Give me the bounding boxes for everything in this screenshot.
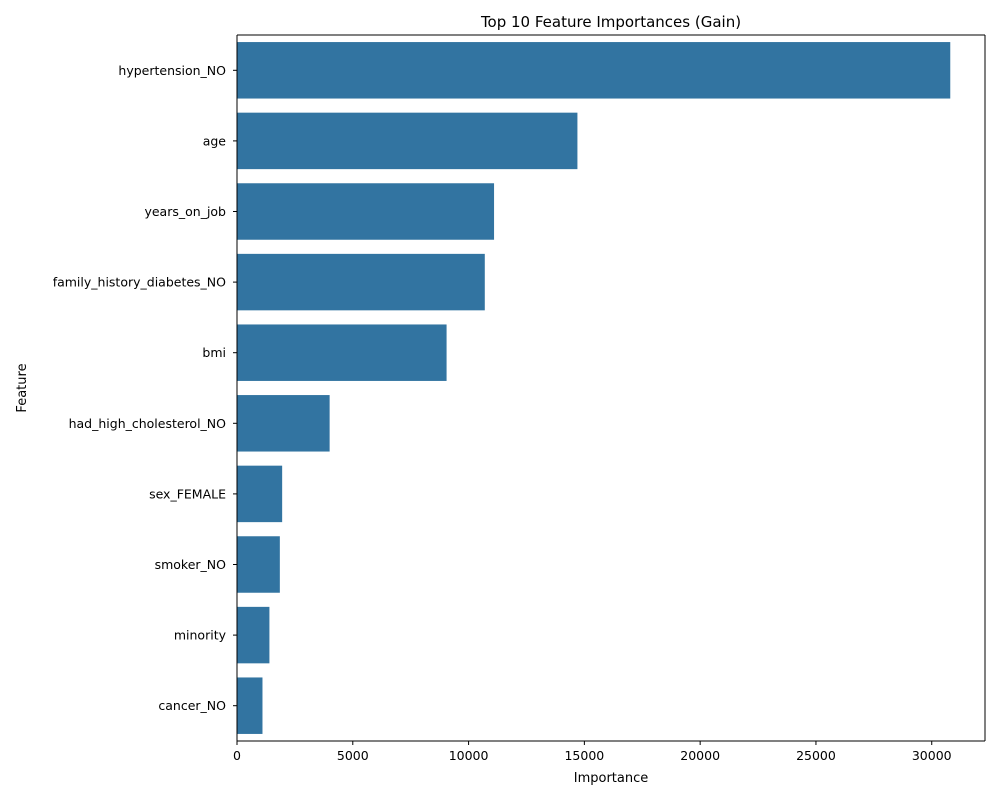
x-tick-label: 30000 (912, 748, 952, 763)
bar-age (237, 112, 578, 170)
bar-had_high_cholesterol_NO (237, 395, 330, 452)
bar-cancer_NO (237, 677, 263, 734)
bar-hypertension_NO (237, 42, 951, 99)
y-tick-label: hypertension_NO (118, 63, 226, 78)
x-axis-title: Importance (574, 771, 649, 786)
y-tick-label: sex_FEMALE (149, 486, 226, 501)
x-axis-ticks: 0 5000 10000 15000 20000 25000 30000 (233, 741, 952, 763)
y-axis-title: Feature (15, 363, 30, 412)
bar-minority (237, 606, 270, 664)
x-tick-label: 10000 (449, 748, 489, 763)
y-tick-label: family_history_diabetes_NO (53, 275, 226, 290)
y-tick-label: age (203, 133, 227, 148)
y-tick-label: had_high_cholesterol_NO (69, 416, 227, 431)
bar-bmi (237, 324, 447, 381)
x-tick-label: 5000 (337, 748, 369, 763)
bars-group (237, 42, 951, 734)
bar-smoker_NO (237, 536, 280, 593)
y-tick-label: years_on_job (144, 204, 226, 219)
y-tick-label: minority (174, 628, 227, 643)
y-tick-label: bmi (202, 345, 226, 360)
x-tick-label: 25000 (796, 748, 836, 763)
bar-sex_FEMALE (237, 465, 283, 523)
x-tick-label: 20000 (680, 748, 720, 763)
bar-years_on_job (237, 183, 495, 240)
chart-title: Top 10 Feature Importances (Gain) (480, 13, 741, 31)
y-tick-label: cancer_NO (158, 698, 226, 713)
x-tick-label: 0 (233, 748, 241, 763)
y-tick-label: smoker_NO (155, 557, 227, 572)
bar-family_history_diabetes_NO (237, 253, 485, 311)
x-tick-label: 15000 (564, 748, 604, 763)
